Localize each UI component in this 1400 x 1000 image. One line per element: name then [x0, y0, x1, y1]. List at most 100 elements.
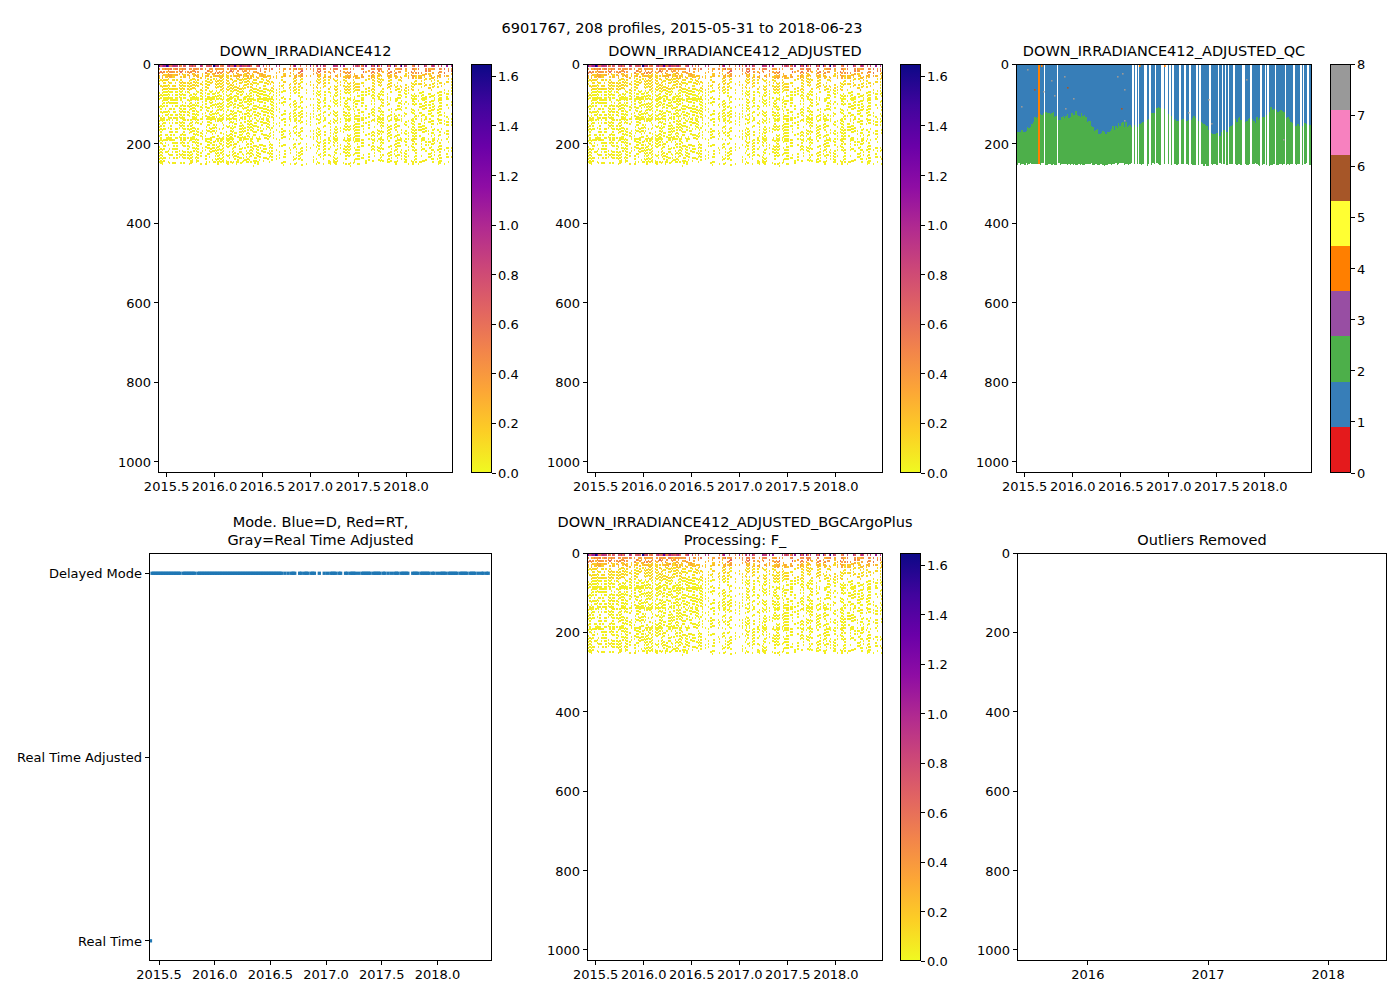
y-tick: [1013, 791, 1017, 792]
colorbar-tick: [492, 373, 496, 374]
y-tick-label: 0: [572, 57, 580, 72]
colorbar-tick-label: 0.0: [927, 466, 948, 481]
x-tick-label: 2017.0: [303, 967, 349, 982]
title-line: Gray=Real Time Adjusted: [227, 532, 413, 550]
x-tick-label: 2015.5: [136, 967, 182, 982]
x-tick: [1216, 473, 1217, 477]
qc-color-band-5: [1331, 200, 1350, 246]
title-mode: Mode. Blue=D, Red=RT,Gray=Real Time Adju…: [227, 514, 413, 549]
y-tick: [1013, 553, 1017, 554]
x-tick-label: 2017.5: [765, 967, 811, 982]
colorbar-tick: [921, 125, 925, 126]
colorbar-tick: [492, 423, 496, 424]
y-tick: [583, 553, 587, 554]
y-tick: [583, 223, 587, 224]
title-line: Mode. Blue=D, Red=RT,: [227, 514, 413, 532]
title-line: Outliers Removed: [1137, 532, 1266, 550]
colorbar-tick: [1351, 421, 1355, 422]
irradiance-plot-canvas: [159, 65, 452, 472]
x-tick: [270, 961, 271, 965]
x-tick: [1087, 961, 1088, 965]
colorbar-tick-label: 0.4: [927, 366, 948, 381]
title-irradiance: DOWN_IRRADIANCE412: [220, 43, 392, 61]
y-tick-label: 400: [555, 216, 580, 231]
y-tick-label: 1000: [118, 454, 151, 469]
y-tick-label: 800: [555, 375, 580, 390]
qc-color-band-1: [1331, 381, 1350, 427]
y-tick: [154, 461, 158, 462]
y-tick: [583, 143, 587, 144]
colorbar-tick: [921, 225, 925, 226]
y-tick: [1012, 223, 1016, 224]
colorbar-tick: [921, 664, 925, 665]
title-irradiance_adjusted_qc: DOWN_IRRADIANCE412_ADJUSTED_QC: [1023, 43, 1305, 61]
x-tick: [691, 473, 692, 477]
x-tick: [643, 961, 644, 965]
colorbar-tick-label: 0.2: [927, 416, 948, 431]
colorbar-tick-label: 5: [1357, 210, 1365, 225]
colorbar-tick: [492, 324, 496, 325]
colorbar-tick-label: 1.6: [927, 558, 948, 573]
colorbar-tick-label: 0.6: [498, 317, 519, 332]
y-tick: [1013, 711, 1017, 712]
x-tick-label: 2017.5: [765, 479, 811, 494]
y-tick-label: 600: [985, 784, 1010, 799]
x-tick: [310, 473, 311, 477]
y-tick-label: Delayed Mode: [49, 566, 142, 581]
x-tick-label: 2016.0: [192, 967, 238, 982]
colorbar-tick-label: 1.0: [498, 218, 519, 233]
colorbar-tick-label: 4: [1357, 261, 1365, 276]
colorbar-tick-label: 0.4: [498, 366, 519, 381]
y-tick: [583, 632, 587, 633]
axes-irradiance_adjusted: [587, 64, 883, 473]
title-irradiance_adjusted: DOWN_IRRADIANCE412_ADJUSTED: [608, 43, 862, 61]
y-tick: [583, 791, 587, 792]
colorbar-tick: [921, 763, 925, 764]
x-tick: [1208, 961, 1209, 965]
figure: 6901767, 208 profiles, 2015-05-31 to 201…: [0, 0, 1400, 1000]
x-tick-label: 2017.0: [1146, 479, 1192, 494]
x-tick: [326, 961, 327, 965]
colorbar-tick: [921, 565, 925, 566]
title-line: DOWN_IRRADIANCE412: [220, 43, 392, 61]
y-tick-label: 600: [555, 784, 580, 799]
x-tick: [406, 473, 407, 477]
colorbar-tick-label: 1: [1357, 414, 1365, 429]
figure-suptitle: 6901767, 208 profiles, 2015-05-31 to 201…: [502, 20, 863, 36]
x-tick-label: 2016.5: [240, 479, 286, 494]
x-tick-label: 2017.0: [288, 479, 334, 494]
colorbar-tick: [921, 175, 925, 176]
x-tick-label: 2016.0: [621, 479, 667, 494]
qc-color-band-2: [1331, 336, 1350, 382]
y-tick-label: 0: [572, 546, 580, 561]
colorbar-tick-label: 0.0: [498, 466, 519, 481]
colorbar-tick-label: 1.6: [498, 69, 519, 84]
y-tick: [154, 64, 158, 65]
x-tick-label: 2018.0: [813, 479, 859, 494]
colorbar-tick: [1351, 319, 1355, 320]
colorbar-tick: [921, 961, 925, 962]
x-tick: [159, 961, 160, 965]
x-tick: [835, 473, 836, 477]
title-outliers: Outliers Removed: [1137, 532, 1266, 550]
irradiance_adjusted-plot-canvas: [588, 65, 882, 472]
x-tick: [739, 473, 740, 477]
y-tick: [1013, 949, 1017, 950]
x-tick: [739, 961, 740, 965]
colorbar-tick: [921, 274, 925, 275]
y-tick: [145, 940, 149, 941]
title-line: DOWN_IRRADIANCE412_ADJUSTED_QC: [1023, 43, 1305, 61]
y-tick: [154, 143, 158, 144]
colorbar-tick-label: 0.8: [927, 267, 948, 282]
colorbar-tick: [921, 324, 925, 325]
y-tick-label: 400: [985, 704, 1010, 719]
y-tick: [583, 461, 587, 462]
x-tick: [787, 473, 788, 477]
x-tick-label: 2017: [1191, 967, 1224, 982]
y-tick-label: 400: [126, 216, 151, 231]
qc-color-band-3: [1331, 291, 1350, 337]
colorbar-tick: [1351, 268, 1355, 269]
y-tick-label: 1000: [976, 454, 1009, 469]
x-tick-label: 2015.5: [573, 479, 619, 494]
axes-outliers: [1017, 553, 1387, 961]
